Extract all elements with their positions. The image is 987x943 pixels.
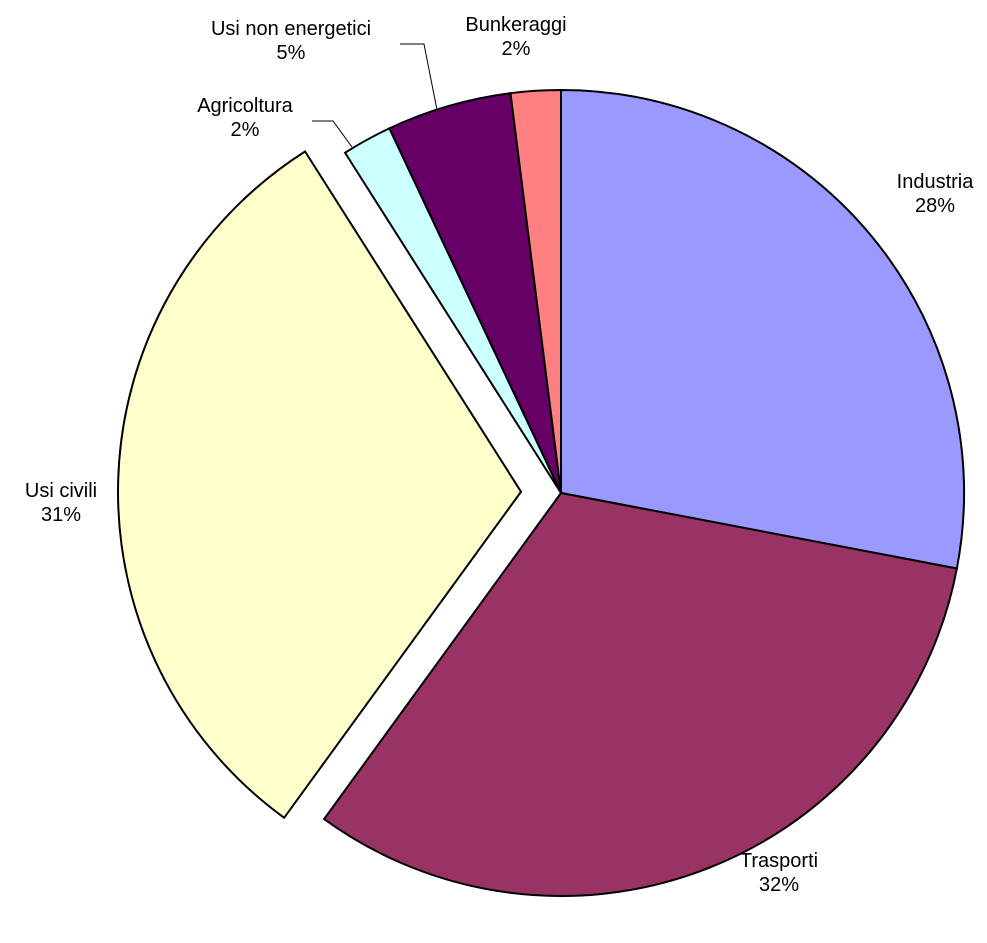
label-industria-name: Industria bbox=[897, 171, 975, 193]
label-usi-non-energetici: Usi non energetici 5% bbox=[211, 18, 371, 64]
label-agricoltura-percent: 2% bbox=[231, 119, 260, 141]
slice-bunkeraggi bbox=[509, 88, 562, 494]
label-usi-civili-percent: 31% bbox=[41, 504, 81, 526]
slice-industria bbox=[560, 88, 965, 570]
label-usi-civili-name: Usi civili bbox=[25, 480, 97, 502]
pie-slices bbox=[117, 88, 965, 897]
label-industria: Industria 28% bbox=[897, 171, 975, 217]
label-trasporti: Trasporti 32% bbox=[740, 850, 818, 896]
label-agricoltura-name: Agricoltura bbox=[197, 95, 293, 117]
label-usi-non-energetici-name: Usi non energetici bbox=[211, 18, 371, 40]
label-usi-non-energetici-percent: 5% bbox=[277, 42, 306, 64]
label-usi-civili: Usi civili 31% bbox=[25, 480, 97, 526]
slice-usi-civili bbox=[117, 150, 523, 820]
leader-lines bbox=[312, 43, 438, 148]
label-trasporti-percent: 32% bbox=[759, 874, 799, 896]
label-agricoltura: Agricoltura 2% bbox=[197, 95, 293, 141]
label-bunkeraggi: Bunkeraggi 2% bbox=[465, 14, 566, 60]
label-bunkeraggi-percent: 2% bbox=[502, 38, 531, 60]
leader-line-usi-non-energetici bbox=[400, 43, 438, 111]
label-bunkeraggi-name: Bunkeraggi bbox=[465, 14, 566, 36]
slice-labels: Industria 28% Trasporti 32% Usi civili 31% Agr… bbox=[25, 14, 974, 896]
leader-line-agricoltura bbox=[312, 120, 353, 148]
slice-trasporti bbox=[322, 491, 959, 897]
label-industria-percent: 28% bbox=[915, 195, 955, 217]
label-trasporti-name: Trasporti bbox=[740, 850, 818, 872]
